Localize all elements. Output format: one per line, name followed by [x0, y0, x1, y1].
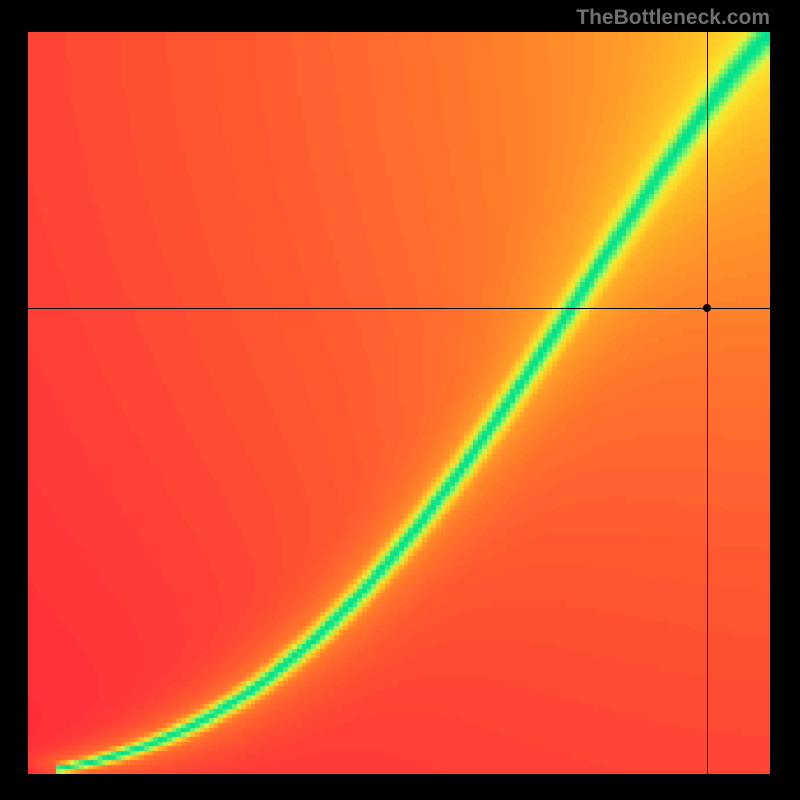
crosshair-point: [703, 304, 711, 312]
watermark-text: TheBottleneck.com: [576, 6, 770, 30]
crosshair-vertical: [707, 32, 708, 774]
crosshair-horizontal: [28, 308, 770, 309]
heatmap-plot: [28, 32, 770, 774]
heatmap-canvas: [28, 32, 770, 774]
